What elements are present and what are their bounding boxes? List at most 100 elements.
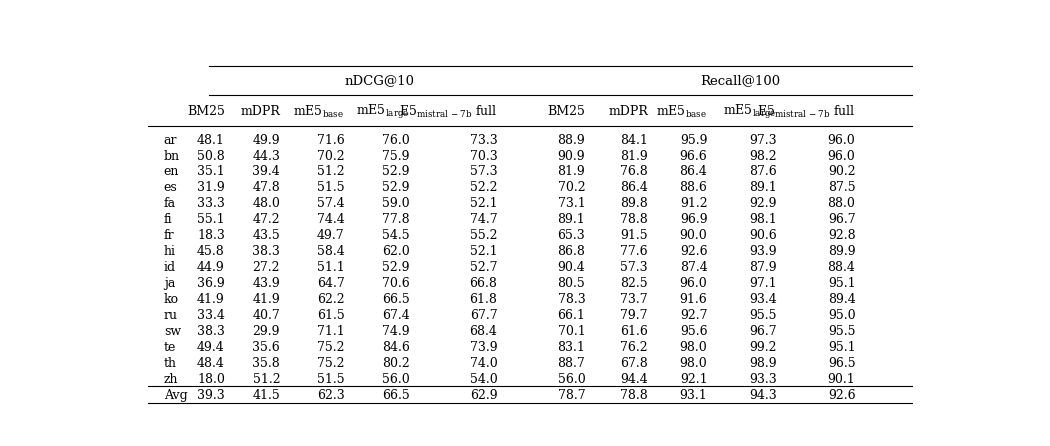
Text: Recall@100: Recall@100 bbox=[700, 74, 781, 87]
Text: E5$_{\mathregular{mistral\/-7b}}$ full: E5$_{\mathregular{mistral\/-7b}}$ full bbox=[399, 104, 498, 120]
Text: 47.8: 47.8 bbox=[252, 182, 280, 194]
Text: 52.7: 52.7 bbox=[470, 261, 498, 274]
Text: 95.1: 95.1 bbox=[827, 341, 856, 354]
Text: 90.6: 90.6 bbox=[749, 229, 777, 242]
Text: mE5$_{\mathregular{large}}$: mE5$_{\mathregular{large}}$ bbox=[723, 103, 777, 121]
Text: 81.9: 81.9 bbox=[558, 165, 585, 178]
Text: 98.0: 98.0 bbox=[679, 357, 708, 370]
Text: 57.4: 57.4 bbox=[317, 198, 344, 211]
Text: 98.1: 98.1 bbox=[749, 213, 777, 227]
Text: mE5$_{\mathregular{large}}$: mE5$_{\mathregular{large}}$ bbox=[356, 103, 410, 121]
Text: 73.9: 73.9 bbox=[469, 341, 498, 354]
Text: 89.1: 89.1 bbox=[749, 182, 777, 194]
Text: 70.2: 70.2 bbox=[558, 182, 585, 194]
Text: 94.3: 94.3 bbox=[749, 389, 777, 402]
Text: 93.9: 93.9 bbox=[749, 245, 777, 258]
Text: 91.5: 91.5 bbox=[621, 229, 648, 242]
Text: 45.8: 45.8 bbox=[197, 245, 225, 258]
Text: 93.4: 93.4 bbox=[749, 293, 777, 306]
Text: bn: bn bbox=[164, 149, 180, 162]
Text: 61.5: 61.5 bbox=[317, 309, 344, 322]
Text: 62.3: 62.3 bbox=[317, 389, 344, 402]
Text: 66.5: 66.5 bbox=[382, 293, 410, 306]
Text: 66.5: 66.5 bbox=[382, 389, 410, 402]
Text: 95.1: 95.1 bbox=[827, 277, 856, 290]
Text: 88.7: 88.7 bbox=[558, 357, 585, 370]
Text: 52.2: 52.2 bbox=[470, 182, 498, 194]
Text: 78.7: 78.7 bbox=[558, 389, 585, 402]
Text: 44.3: 44.3 bbox=[252, 149, 280, 162]
Text: 38.3: 38.3 bbox=[252, 245, 280, 258]
Text: 74.0: 74.0 bbox=[469, 357, 498, 370]
Text: 57.3: 57.3 bbox=[621, 261, 648, 274]
Text: 66.1: 66.1 bbox=[558, 309, 585, 322]
Text: 18.3: 18.3 bbox=[197, 229, 225, 242]
Text: 93.1: 93.1 bbox=[679, 389, 708, 402]
Text: 40.7: 40.7 bbox=[252, 309, 280, 322]
Text: 87.5: 87.5 bbox=[827, 182, 856, 194]
Text: 88.6: 88.6 bbox=[679, 182, 708, 194]
Text: 31.9: 31.9 bbox=[197, 182, 225, 194]
Text: 90.9: 90.9 bbox=[558, 149, 585, 162]
Text: 35.6: 35.6 bbox=[252, 341, 280, 354]
Text: 51.1: 51.1 bbox=[317, 261, 344, 274]
Text: 41.9: 41.9 bbox=[252, 293, 280, 306]
Text: id: id bbox=[164, 261, 176, 274]
Text: 36.9: 36.9 bbox=[197, 277, 225, 290]
Text: 27.2: 27.2 bbox=[253, 261, 280, 274]
Text: 62.2: 62.2 bbox=[317, 293, 344, 306]
Text: 94.4: 94.4 bbox=[621, 373, 648, 386]
Text: 96.9: 96.9 bbox=[679, 213, 708, 227]
Text: 80.2: 80.2 bbox=[382, 357, 410, 370]
Text: te: te bbox=[164, 341, 176, 354]
Text: th: th bbox=[164, 357, 176, 370]
Text: 39.3: 39.3 bbox=[197, 389, 225, 402]
Text: 70.1: 70.1 bbox=[558, 325, 585, 338]
Text: 56.0: 56.0 bbox=[558, 373, 585, 386]
Text: 52.9: 52.9 bbox=[382, 182, 410, 194]
Text: 61.8: 61.8 bbox=[469, 293, 498, 306]
Text: 57.3: 57.3 bbox=[469, 165, 498, 178]
Text: 88.0: 88.0 bbox=[827, 198, 856, 211]
Text: fi: fi bbox=[164, 213, 172, 227]
Text: 76.0: 76.0 bbox=[382, 133, 410, 147]
Text: 95.6: 95.6 bbox=[679, 325, 708, 338]
Text: 70.2: 70.2 bbox=[317, 149, 344, 162]
Text: 47.2: 47.2 bbox=[253, 213, 280, 227]
Text: 89.8: 89.8 bbox=[621, 198, 648, 211]
Text: 91.2: 91.2 bbox=[679, 198, 708, 211]
Text: 67.7: 67.7 bbox=[469, 309, 498, 322]
Text: 38.3: 38.3 bbox=[197, 325, 225, 338]
Text: 90.2: 90.2 bbox=[827, 165, 856, 178]
Text: 98.0: 98.0 bbox=[679, 341, 708, 354]
Text: 86.8: 86.8 bbox=[558, 245, 585, 258]
Text: 55.2: 55.2 bbox=[470, 229, 498, 242]
Text: 96.5: 96.5 bbox=[827, 357, 856, 370]
Text: 74.9: 74.9 bbox=[382, 325, 410, 338]
Text: zh: zh bbox=[164, 373, 179, 386]
Text: 65.3: 65.3 bbox=[558, 229, 585, 242]
Text: 54.0: 54.0 bbox=[469, 373, 498, 386]
Text: 39.4: 39.4 bbox=[252, 165, 280, 178]
Text: BM25: BM25 bbox=[547, 105, 585, 118]
Text: 49.4: 49.4 bbox=[197, 341, 225, 354]
Text: 88.9: 88.9 bbox=[558, 133, 585, 147]
Text: mDPR: mDPR bbox=[240, 105, 280, 118]
Text: 83.1: 83.1 bbox=[558, 341, 585, 354]
Text: 95.5: 95.5 bbox=[828, 325, 856, 338]
Text: hi: hi bbox=[164, 245, 175, 258]
Text: 61.6: 61.6 bbox=[621, 325, 648, 338]
Text: 48.0: 48.0 bbox=[252, 198, 280, 211]
Text: Avg: Avg bbox=[164, 389, 188, 402]
Text: 87.6: 87.6 bbox=[749, 165, 777, 178]
Text: 48.4: 48.4 bbox=[197, 357, 225, 370]
Text: 98.9: 98.9 bbox=[749, 357, 777, 370]
Text: 92.6: 92.6 bbox=[679, 245, 708, 258]
Text: 48.1: 48.1 bbox=[197, 133, 225, 147]
Text: 33.3: 33.3 bbox=[197, 198, 225, 211]
Text: 74.4: 74.4 bbox=[317, 213, 344, 227]
Text: 62.9: 62.9 bbox=[469, 389, 498, 402]
Text: 75.2: 75.2 bbox=[317, 341, 344, 354]
Text: 43.9: 43.9 bbox=[252, 277, 280, 290]
Text: 92.7: 92.7 bbox=[680, 309, 708, 322]
